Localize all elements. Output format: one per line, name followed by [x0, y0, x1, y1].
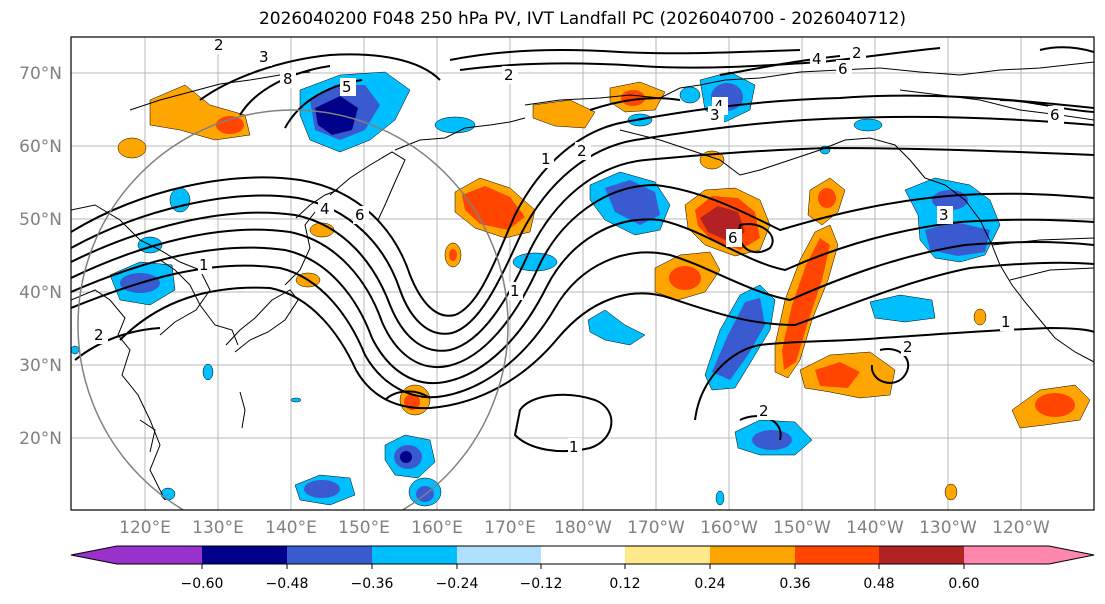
- contour-label: 1: [199, 256, 209, 274]
- contour-label: 8: [283, 70, 293, 88]
- coastlines: [71, 61, 1094, 501]
- lat-tick-label: 60°N: [19, 137, 62, 157]
- contour-label: 6: [728, 229, 738, 247]
- contour-label: 2: [577, 142, 587, 160]
- contour-label: 3: [259, 48, 269, 66]
- contour-label: 6: [1050, 106, 1060, 124]
- lon-tick-label: 120°W: [992, 518, 1050, 538]
- map-frame: [70, 36, 1095, 511]
- contour-label: 6: [355, 206, 365, 224]
- colorbar-segment: [71, 546, 117, 564]
- contour-label: 2: [759, 402, 769, 420]
- colorbar-tick-label: −0.36: [351, 576, 394, 592]
- colorbar-outline: [70, 545, 1095, 565]
- lat-tick-labels: 70°N 60°N 50°N 40°N 30°N 20°N: [19, 64, 62, 449]
- lon-tick-labels: 120°E 130°E 140°E 150°E 160°E 170°E 180°…: [119, 518, 1050, 538]
- colorbar-segment: [457, 546, 541, 564]
- contour-label: 2: [214, 36, 224, 54]
- contour-label: 4: [812, 50, 822, 68]
- contour-label: 1: [569, 438, 579, 456]
- lon-tick-label: 130°W: [919, 518, 977, 538]
- colorbar-tick-label: −0.48: [266, 576, 309, 592]
- lon-tick-label: 140°W: [846, 518, 904, 538]
- colorbar-segment: [287, 546, 372, 564]
- contour-label: 2: [504, 66, 514, 84]
- colorbar-tick-label: −0.60: [181, 576, 224, 592]
- colorbar-segment: [710, 546, 795, 564]
- contour-label: 1: [541, 150, 551, 168]
- contour-label: 1: [1001, 313, 1011, 331]
- colorbar-tick-label: 0.60: [948, 576, 979, 592]
- lat-tick-label: 30°N: [19, 356, 62, 376]
- lon-tick-label: 150°E: [338, 518, 390, 538]
- colorbar-tick-label: 0.24: [694, 576, 725, 592]
- colorbar-segment: [202, 546, 287, 564]
- lon-tick-label: 180°W: [554, 518, 612, 538]
- colorbar-tick-label: 0.12: [609, 576, 640, 592]
- lon-tick-label: 170°W: [627, 518, 685, 538]
- colorbar-tick-label: −0.24: [436, 576, 479, 592]
- colorbar-segment: [625, 546, 710, 564]
- map-area: [71, 37, 1094, 510]
- contour-label: 2: [94, 326, 104, 344]
- contour-label: 2: [852, 44, 862, 62]
- colorbar-segment: [1049, 546, 1094, 564]
- contour-label: 3: [939, 206, 949, 224]
- colorbar-tick-label: 0.48: [863, 576, 894, 592]
- colorbar-segment: [795, 546, 879, 564]
- colorbar-segment: [116, 546, 202, 564]
- lat-tick-label: 40°N: [19, 283, 62, 303]
- contour-label: 5: [342, 78, 352, 96]
- contour-label: 6: [838, 60, 848, 78]
- lat-tick-label: 50°N: [19, 210, 62, 230]
- colorbar-tick-label: 0.36: [779, 576, 810, 592]
- radius-circle: [77, 109, 509, 510]
- lat-tick-label: 70°N: [19, 64, 62, 84]
- colorbar-segment: [541, 546, 625, 564]
- colorbar-segment: [964, 546, 1050, 564]
- contour-label: 3: [710, 106, 720, 124]
- pv-contours: [71, 46, 1094, 453]
- contour-labels: 2 3 4 6 8 2 1 2 4 6 3 5 6 2 1 1 2 2 4: [92, 36, 1064, 456]
- colorbar-segment: [879, 546, 964, 564]
- lon-tick-label: 140°E: [265, 518, 317, 538]
- lon-tick-label: 170°E: [484, 518, 536, 538]
- map-title: 2026040200 F048 250 hPa PV, IVT Landfall…: [258, 9, 906, 29]
- lon-tick-label: 160°E: [411, 518, 463, 538]
- lon-tick-label: 120°E: [119, 518, 171, 538]
- lon-tick-label: 160°W: [700, 518, 758, 538]
- lon-tick-label: 130°E: [192, 518, 244, 538]
- contour-label: 2: [903, 338, 913, 356]
- lon-tick-label: 150°W: [773, 518, 831, 538]
- lat-tick-label: 20°N: [19, 429, 62, 449]
- contour-label: 1: [510, 282, 520, 300]
- contour-label: 4: [320, 200, 330, 218]
- colorbar-tick-label: −0.12: [520, 576, 563, 592]
- colorbar-segment: [372, 546, 457, 564]
- colorbar: −0.60 −0.48 −0.36 −0.24 −0.12 0.12 0.24 …: [70, 545, 1095, 592]
